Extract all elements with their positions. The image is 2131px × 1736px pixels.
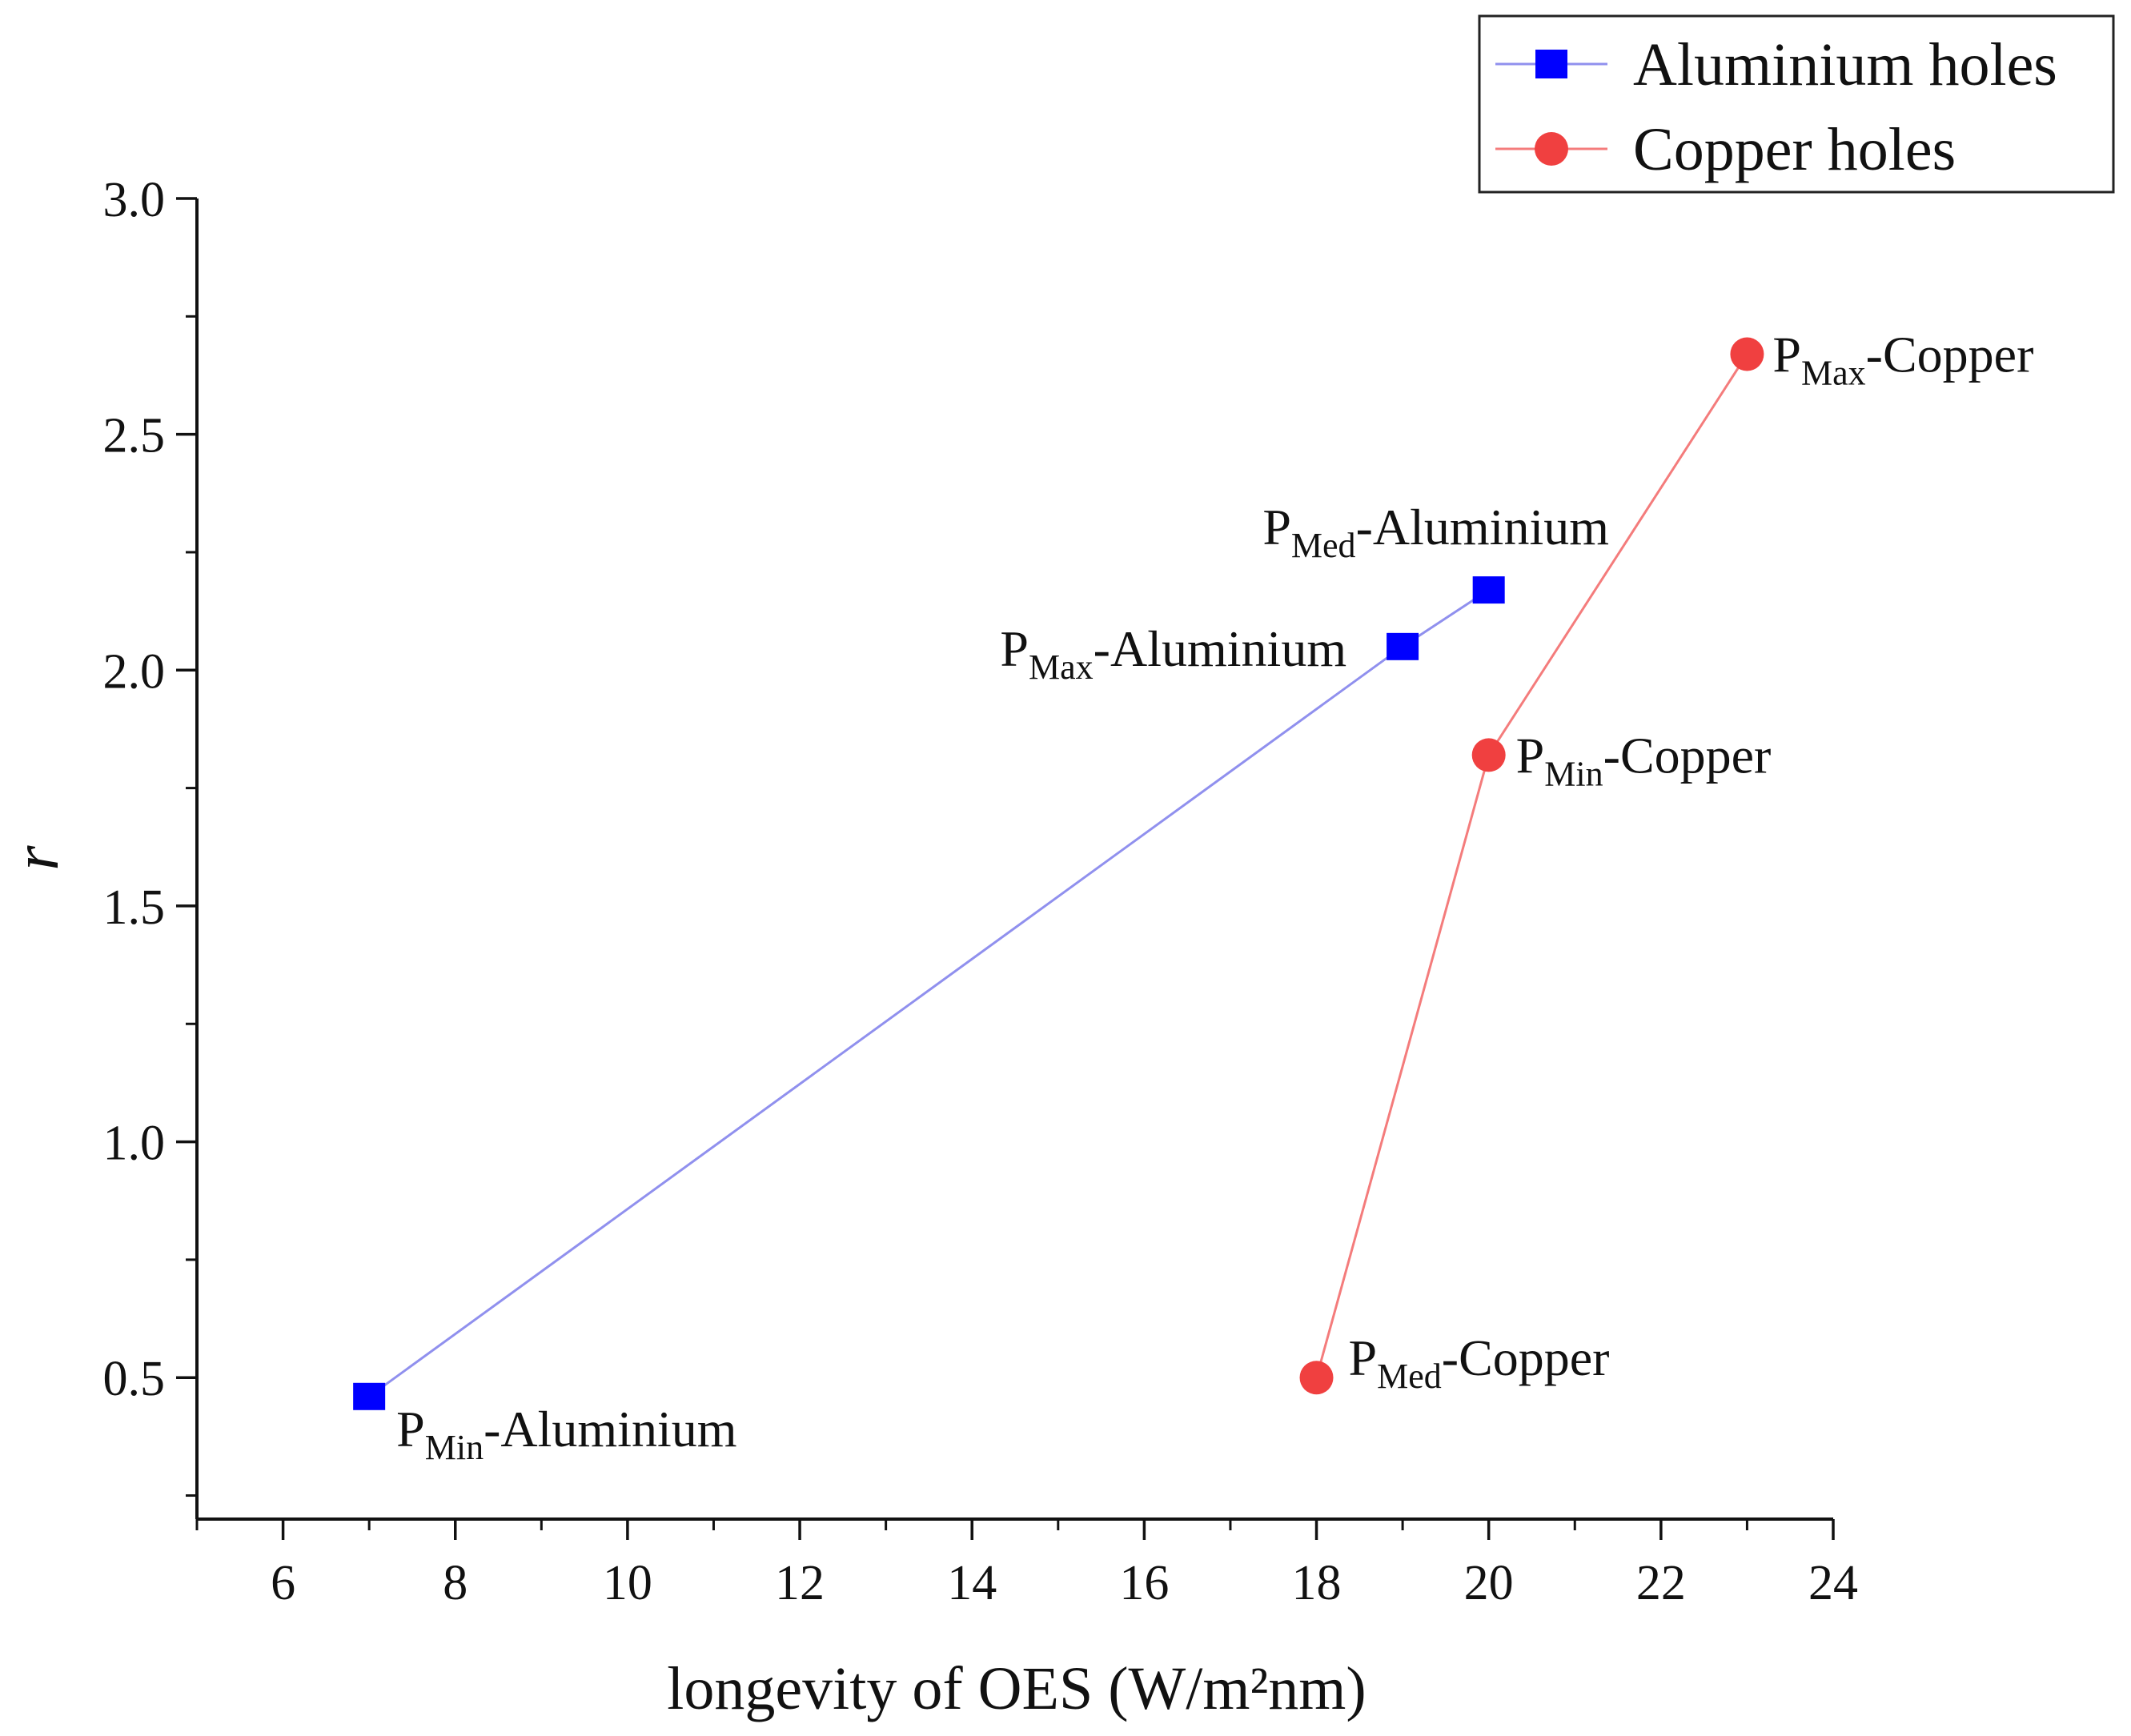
y-tick-label: 1.5 [103, 880, 166, 935]
point-label: PMax-Aluminium [1000, 620, 1346, 687]
legend-box [1478, 14, 2115, 194]
data-point-copper [1299, 1361, 1334, 1395]
y-tick-label: 2.0 [103, 644, 166, 699]
data-point-aluminium [353, 1382, 386, 1410]
x-tick-label: 24 [1808, 1556, 1858, 1610]
y-tick-label: 2.5 [103, 409, 166, 463]
x-tick-label: 20 [1464, 1556, 1514, 1610]
y-tick-label: 1.0 [103, 1117, 166, 1171]
point-labels: PMin-Aluminium PMax-Aluminium PMed-Alumini… [396, 326, 2033, 1466]
series-line-aluminium [368, 588, 1490, 1397]
x-tick-label: 14 [947, 1556, 997, 1610]
y-tick-label: 3.0 [103, 173, 166, 227]
x-tick-label: 6 [271, 1556, 295, 1610]
point-label: PMed-Copper [1349, 1329, 1610, 1396]
x-tick-label: 10 [603, 1556, 652, 1610]
point-label: PMin-Copper [1516, 727, 1772, 793]
legend-label: Copper holes [1633, 116, 1956, 183]
data-point-aluminium [1472, 576, 1505, 604]
point-label: PMed-Aluminium [1262, 499, 1609, 565]
x-tick-label: 16 [1119, 1556, 1169, 1610]
legend-marker-circle [1535, 132, 1568, 166]
legend: Aluminium holes Copper holes [1478, 14, 2115, 194]
point-label: PMax-Copper [1772, 326, 2033, 392]
legend-marker-square [1535, 50, 1567, 78]
series-layer [353, 337, 1764, 1410]
axes: 6 8 10 12 14 16 18 20 22 24 0.5 1.0 1.5 2.0 2.5 3.0 [103, 173, 1859, 1610]
x-tick-label: 12 [775, 1556, 825, 1610]
data-point-aluminium [1387, 632, 1419, 660]
x-tick-label: 8 [443, 1556, 468, 1610]
x-tick-label: 18 [1292, 1556, 1342, 1610]
data-point-copper [1471, 738, 1506, 772]
point-label: PMin-Aluminium [396, 1401, 736, 1467]
y-tick-label: 0.5 [103, 1352, 166, 1406]
data-point-copper [1730, 337, 1764, 371]
x-tick-label: 22 [1636, 1556, 1686, 1610]
y-axis-title: r [2, 845, 72, 871]
x-axis-title: longevity of OES (W/m²nm) [667, 1655, 1366, 1722]
legend-label: Aluminium holes [1633, 31, 2057, 98]
